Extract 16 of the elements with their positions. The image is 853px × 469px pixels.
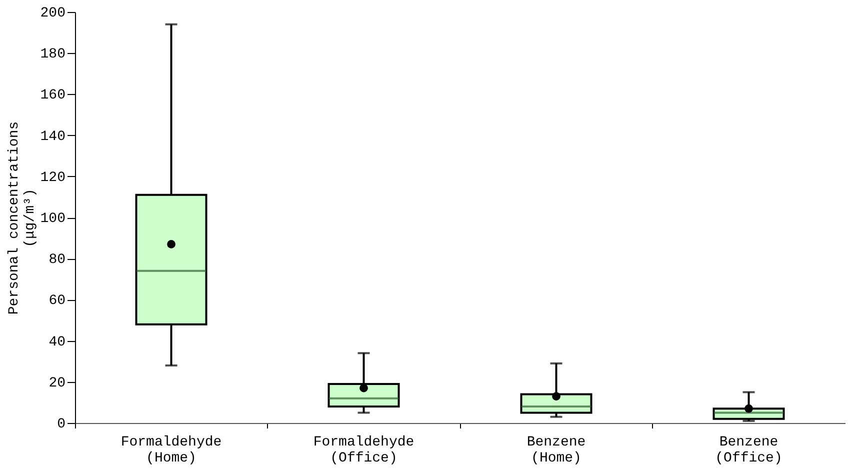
y-axis-title: Personal concentrations (μg/m³) [6,121,38,315]
y-tick-label: 180 [40,46,66,63]
y-tick-label: 200 [40,6,66,22]
y-tick-label: 160 [40,88,66,104]
y-tick-label: 80 [48,252,66,268]
x-tick-label: Formaldehyde (Home) [120,434,222,466]
y-tick-label: 140 [40,128,66,145]
x-tick-label: Formaldehyde (Office) [313,434,414,466]
y-tick-label: 120 [40,170,66,186]
y-tick-label: 0 [57,416,66,432]
y-tick-label: 40 [48,334,66,350]
x-tick-label: Benzene (Office) [715,434,782,466]
y-tick-label: 60 [48,293,66,310]
x-tick-label: Benzene (Home) [526,434,586,466]
y-tick-label: 100 [40,211,66,227]
y-tick-label: 20 [48,375,66,392]
